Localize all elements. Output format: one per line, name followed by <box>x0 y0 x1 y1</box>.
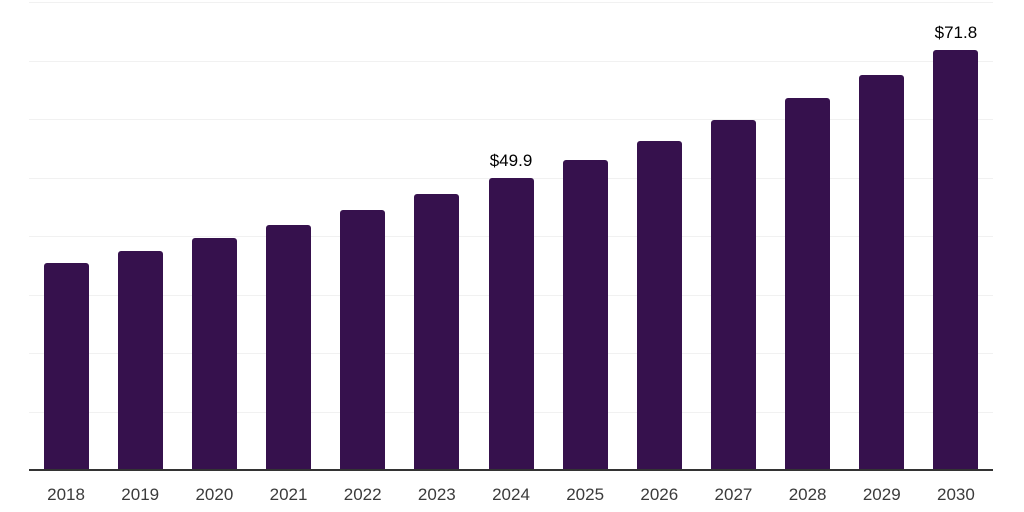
bar-2023[interactable] <box>414 194 460 470</box>
bar-2026[interactable] <box>636 140 682 470</box>
x-axis-label-2027: 2027 <box>714 485 753 504</box>
x-axis-line <box>29 469 993 471</box>
gridline <box>29 119 993 120</box>
x-axis-label-2021: 2021 <box>269 485 308 504</box>
bar-2028[interactable] <box>785 97 831 470</box>
data-label-2024: $49.9 <box>489 151 533 171</box>
gridline <box>29 61 993 62</box>
bar-2018[interactable] <box>43 262 89 470</box>
data-label-2030: $71.8 <box>934 22 978 42</box>
x-axis-label-2020: 2020 <box>195 485 234 504</box>
x-axis-label-2018: 2018 <box>47 485 85 504</box>
bar-2027[interactable] <box>710 120 756 470</box>
bar-2025[interactable] <box>562 159 608 470</box>
bar-2022[interactable] <box>340 210 386 470</box>
bar-2030[interactable] <box>933 49 979 470</box>
x-axis-label-2030: 2030 <box>937 485 975 504</box>
gridline <box>29 2 993 3</box>
bar-2024[interactable] <box>488 178 534 470</box>
bar-2021[interactable] <box>266 224 312 470</box>
x-axis-label-2029: 2029 <box>862 485 901 504</box>
bar-2020[interactable] <box>191 238 237 470</box>
bar-2019[interactable] <box>117 250 163 470</box>
x-axis-label-2023: 2023 <box>417 485 456 504</box>
x-axis-label-2022: 2022 <box>343 485 382 504</box>
x-axis-label-2025: 2025 <box>566 485 605 504</box>
x-axis-label-2024: 2024 <box>492 485 530 504</box>
x-axis-label-2028: 2028 <box>788 485 827 504</box>
bar-2029[interactable] <box>859 74 905 470</box>
x-axis-label-2019: 2019 <box>121 485 160 504</box>
x-axis-label-2026: 2026 <box>640 485 679 504</box>
